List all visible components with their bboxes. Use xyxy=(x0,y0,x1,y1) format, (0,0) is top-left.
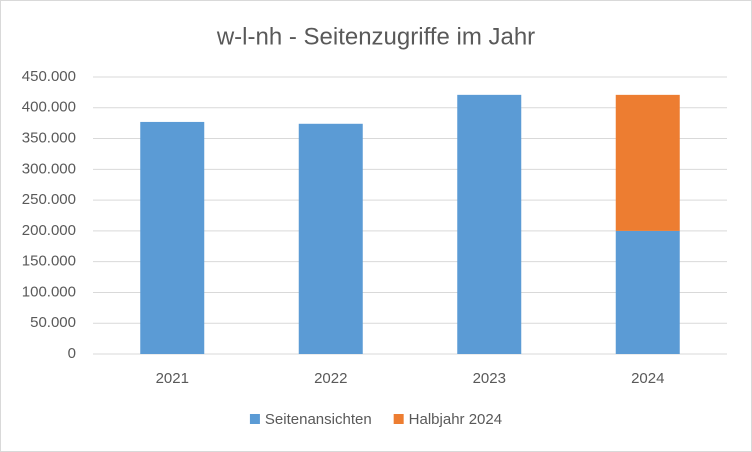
bar xyxy=(457,94,522,355)
legend-swatch xyxy=(393,414,404,424)
x-tick-label: 2021 xyxy=(156,370,189,387)
y-tick-label: 450.000 xyxy=(22,68,76,85)
x-tick-label: 2023 xyxy=(473,370,506,387)
bar xyxy=(298,123,363,354)
y-tick-label: 350.000 xyxy=(22,130,76,147)
y-tick-label: 200.000 xyxy=(22,222,76,239)
bar xyxy=(615,230,680,354)
y-tick-label: 300.000 xyxy=(22,160,76,177)
legend-label: Halbjahr 2024 xyxy=(409,411,502,428)
legend-swatch xyxy=(249,414,260,424)
bar xyxy=(140,121,205,355)
legend-label: Seitenansichten xyxy=(265,411,372,428)
y-tick-label: 250.000 xyxy=(22,191,76,208)
y-tick-label: 0 xyxy=(68,345,76,362)
bar xyxy=(615,94,680,231)
y-tick-label: 100.000 xyxy=(22,283,76,300)
y-tick-label: 50.000 xyxy=(30,314,76,331)
y-tick-label: 150.000 xyxy=(22,253,76,270)
chart-title: w-l-nh - Seitenzugriffe im Jahr xyxy=(216,23,535,50)
x-tick-label: 2022 xyxy=(314,370,347,387)
x-tick-label: 2024 xyxy=(631,370,664,387)
legend: Seitenansichten Halbjahr 2024 xyxy=(249,411,502,428)
y-tick-label: 400.000 xyxy=(22,99,76,116)
